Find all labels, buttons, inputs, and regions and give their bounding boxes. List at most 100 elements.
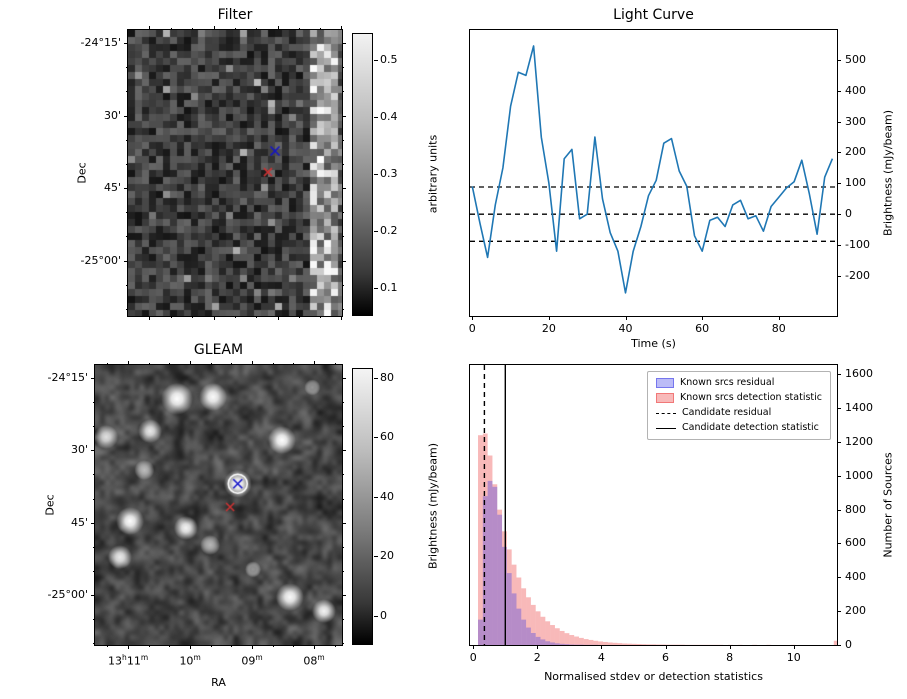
tick-mark: [340, 316, 342, 320]
tick-label: 60: [380, 429, 394, 443]
tick-mark: [124, 115, 128, 117]
tick-label: 20: [541, 322, 556, 335]
gleam-heatmap-image: [95, 365, 342, 645]
histogram-bar: [833, 640, 837, 645]
histogram-bar: [564, 644, 570, 645]
tick-mark: [293, 645, 295, 647]
tick-mark: [729, 645, 731, 649]
tick-mark: [342, 115, 346, 117]
histogram-plot-area: [478, 365, 837, 645]
histogram-bar: [559, 643, 565, 645]
tick-label: 0.1: [380, 280, 398, 294]
tick-mark: [374, 436, 378, 438]
tick-mark: [126, 308, 128, 310]
tick-mark: [170, 316, 172, 318]
tick-mark: [340, 26, 342, 30]
histogram-bar: [516, 608, 522, 645]
tick-label: 200: [845, 604, 866, 618]
tick-label: 45': [70, 515, 88, 529]
tick-mark: [374, 556, 378, 558]
histogram-bar: [506, 549, 512, 645]
histogram-bar: [641, 644, 647, 645]
tick-mark: [837, 509, 841, 511]
legend-item-candidate-residual: Candidate residual: [656, 407, 822, 419]
legend-label: Candidate residual: [682, 407, 772, 418]
tick-mark: [374, 117, 378, 119]
tick-mark: [128, 361, 130, 365]
histogram-bar: [578, 637, 584, 645]
tick-mark: [210, 645, 212, 647]
tick-mark: [314, 361, 316, 365]
histogram-bar: [497, 514, 503, 645]
tick-mark: [342, 522, 346, 524]
histogram-bar: [603, 641, 608, 645]
tick-mark: [231, 645, 233, 647]
tick-label: 1400: [845, 401, 873, 415]
tick-mark: [342, 212, 344, 214]
histogram-bar: [564, 633, 570, 645]
histogram-bar: [482, 433, 488, 645]
tick-mark: [124, 42, 128, 44]
histogram-bar: [554, 643, 560, 645]
tick-mark: [126, 236, 128, 238]
tick-label: 8: [726, 651, 734, 664]
tick-mark: [837, 59, 841, 61]
tick-mark: [342, 163, 344, 165]
tick-mark: [837, 275, 841, 277]
tick-mark: [293, 363, 295, 365]
tick-mark: [778, 316, 780, 320]
tick-mark: [342, 618, 344, 620]
legend-item-candidate-detstat: Candidate detection statistic: [656, 422, 822, 434]
tick-mark: [473, 645, 475, 649]
histogram-bar: [569, 644, 575, 645]
tick-mark: [702, 316, 704, 320]
tick-mark: [148, 363, 150, 365]
tick-label: 100: [845, 176, 866, 190]
tick-mark: [374, 231, 378, 233]
tick-mark: [342, 236, 344, 238]
tick-mark: [342, 642, 344, 644]
tick-mark: [601, 645, 603, 649]
tick-mark: [93, 618, 95, 620]
gleam-ylabel: Dec: [43, 494, 57, 516]
tick-mark: [342, 546, 344, 548]
tick-mark: [837, 245, 841, 247]
lightcurve-plot-area: [470, 45, 837, 294]
tick-mark: [93, 426, 95, 428]
tick-mark: [374, 287, 378, 289]
histogram-bar: [478, 435, 483, 645]
lightcurve-xlabel: Time (s): [631, 337, 676, 350]
histogram-bar: [535, 636, 541, 645]
tick-mark: [342, 377, 346, 379]
tick-mark: [374, 59, 378, 61]
tick-label: 800: [845, 502, 866, 516]
tick-mark: [231, 363, 233, 365]
tick-mark: [272, 363, 274, 365]
histogram-bar: [482, 496, 488, 645]
histogram-bar: [487, 455, 493, 645]
tick-label: 20: [380, 549, 394, 563]
histogram-xlabel: Normalised stdev or detection statistics: [544, 670, 763, 683]
tick-label: 30': [70, 443, 88, 457]
tick-mark: [91, 522, 95, 524]
tick-mark: [126, 139, 128, 141]
tick-label: -24°15': [47, 370, 89, 384]
tick-mark: [235, 316, 236, 318]
tick-label: 40: [618, 322, 633, 335]
tick-mark: [837, 374, 841, 376]
histogram-bar: [588, 639, 594, 645]
histogram-bar: [506, 573, 512, 645]
tick-mark: [192, 316, 194, 318]
tick-mark: [91, 377, 95, 379]
tick-mark: [342, 139, 344, 141]
histogram-bar: [530, 604, 536, 645]
tick-mark: [93, 498, 95, 500]
histogram-bar: [521, 588, 527, 645]
legend-solid-line-icon: [656, 427, 676, 429]
tick-mark: [126, 163, 128, 165]
tick-mark: [169, 363, 171, 365]
tick-mark: [126, 284, 128, 286]
histogram-bar: [526, 627, 531, 645]
tick-mark: [126, 67, 128, 69]
histogram-bar: [617, 643, 623, 645]
